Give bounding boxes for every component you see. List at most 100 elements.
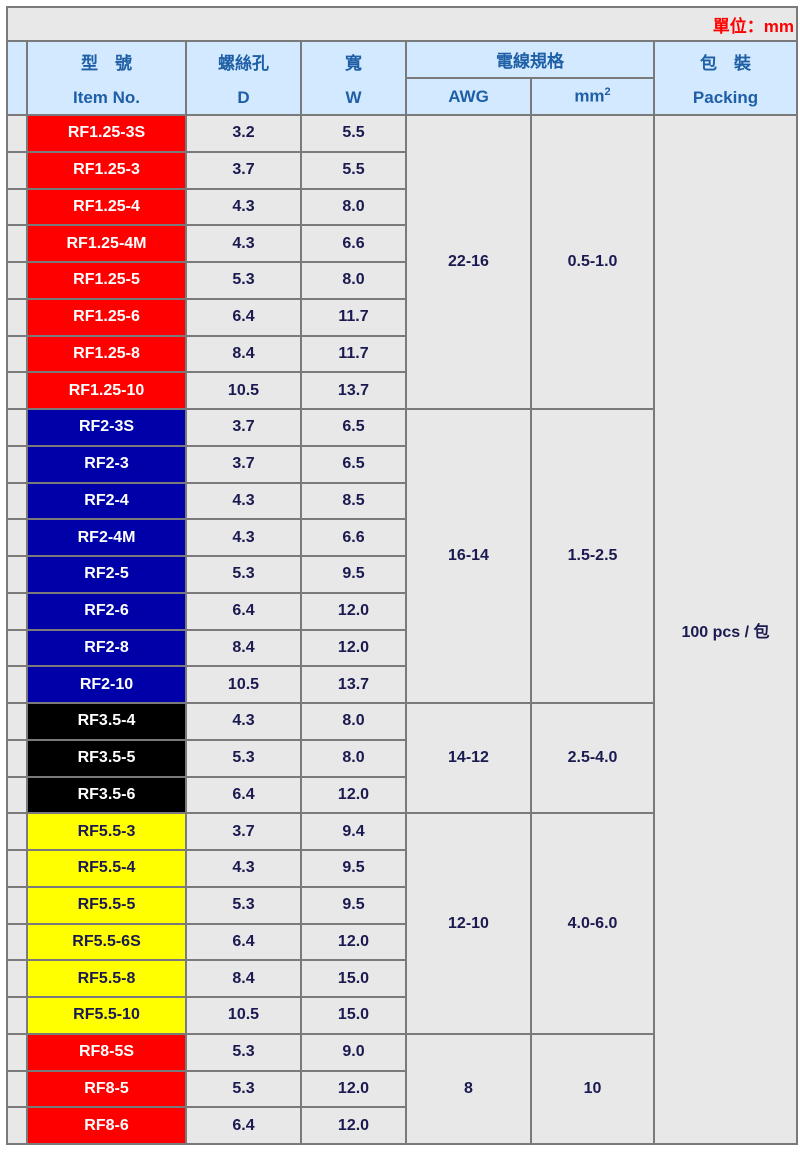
table-row: RF2-3S 3.7 6.5 16-14 1.5-2.5	[6, 408, 797, 704]
table-row: RF1.25-6 6.4 11.7	[6, 297, 797, 337]
lead-cell	[6, 738, 28, 778]
table-row: RF3.5-4 4.3 8.0 14-12 2.5-4.0	[6, 701, 797, 815]
table-row: RF5.5-4 4.3 9.5	[6, 849, 797, 888]
table-row: RF8-5S 5.3 9.0 8 10	[6, 1032, 797, 1146]
w-cell: 8.0	[300, 702, 407, 741]
table-row: RF2-4M 4.3 6.6	[6, 518, 797, 557]
lead-cell	[6, 371, 28, 410]
item-no-cell: RF5.5-8	[26, 959, 187, 998]
w-cell: 5.5	[300, 114, 407, 153]
d-cell: 5.3	[185, 1032, 302, 1072]
table-row: RF2-8 8.4 12.0	[6, 628, 797, 668]
table-row: RF8-5 5.3 12.0	[6, 1069, 797, 1109]
item-no-cell: RF2-3	[26, 444, 187, 484]
lead-cell	[6, 665, 28, 704]
d-cell: 8.4	[185, 959, 302, 998]
header-d-zh: 螺絲孔	[218, 53, 269, 73]
w-cell: 9.4	[300, 812, 407, 851]
w-cell: 9.5	[300, 555, 407, 594]
header-d: 螺絲孔 D	[185, 40, 302, 116]
item-no-cell: RF8-6	[26, 1106, 187, 1145]
item-no-cell: RF1.25-8	[26, 334, 187, 374]
table-row: RF2-6 6.4 12.0	[6, 591, 797, 631]
item-no-cell: RF8-5	[26, 1069, 187, 1109]
table-row: RF1.25-4M 4.3 6.6	[6, 224, 797, 263]
w-cell: 12.0	[300, 775, 407, 815]
lead-cell	[6, 1032, 28, 1072]
awg-cell: 12-10	[405, 812, 532, 1035]
w-cell: 12.0	[300, 1106, 407, 1145]
d-cell: 6.4	[185, 1106, 302, 1145]
lead-cell	[6, 849, 28, 888]
table-row: RF8-6 6.4 12.0	[6, 1106, 797, 1145]
mm2-cell: 0.5-1.0	[530, 114, 655, 410]
d-cell: 5.3	[185, 555, 302, 594]
d-cell: 4.3	[185, 224, 302, 263]
table-row: RF2-10 10.5 13.7	[6, 665, 797, 704]
header-pack-zh: 包 裝	[700, 53, 752, 73]
table-row: RF2-5 5.3 9.5	[6, 555, 797, 594]
table-row: RF1.25-10 10.5 13.7	[6, 371, 797, 410]
table-row: RF1.25-3 3.7 5.5	[6, 150, 797, 190]
w-cell: 15.0	[300, 996, 407, 1035]
item-no-cell: RF1.25-3S	[26, 114, 187, 153]
item-no-cell: RF3.5-5	[26, 738, 187, 778]
w-cell: 12.0	[300, 922, 407, 962]
lead-cell	[6, 114, 28, 153]
lead-cell	[6, 996, 28, 1035]
table-row: RF2-4 4.3 8.5	[6, 481, 797, 521]
item-no-cell: RF3.5-6	[26, 775, 187, 815]
w-cell: 12.0	[300, 628, 407, 668]
header-mm-sup: 2	[604, 86, 611, 99]
awg-cell: 14-12	[405, 701, 532, 815]
packing-cell: 100 pcs / 包	[652, 114, 799, 1145]
table-row: RF1.25-5 5.3 8.0	[6, 261, 797, 300]
w-cell: 9.0	[300, 1032, 407, 1072]
header-pack-en: Packing	[692, 87, 759, 107]
w-cell: 13.7	[300, 371, 407, 410]
lead-cell	[6, 1106, 28, 1145]
lead-cell	[6, 518, 28, 557]
item-no-cell: RF2-3S	[26, 408, 187, 447]
item-no-cell: RF8-5S	[26, 1032, 187, 1072]
lead-cell	[6, 187, 28, 227]
w-cell: 6.5	[300, 444, 407, 484]
header-item: 型 號 Item No.	[26, 40, 187, 116]
d-cell: 8.4	[185, 334, 302, 374]
header-item-en: Item No.	[72, 87, 141, 107]
header-item-zh: 型 號	[81, 53, 132, 73]
lead-cell	[6, 555, 28, 594]
d-cell: 6.4	[185, 297, 302, 337]
item-no-cell: RF2-5	[26, 555, 187, 594]
item-no-cell: RF2-6	[26, 591, 187, 631]
mm2-cell: 4.0-6.0	[530, 812, 655, 1035]
d-cell: 5.3	[185, 885, 302, 925]
lead-cell	[6, 334, 28, 374]
w-cell: 8.5	[300, 481, 407, 521]
awg-cell: 22-16	[405, 114, 532, 410]
d-cell: 3.7	[185, 408, 302, 447]
table-row: RF5.5-5 5.3 9.5	[6, 885, 797, 925]
table-row: RF2-3 3.7 6.5	[6, 444, 797, 484]
table-row: RF1.25-3S 3.2 5.5 22-16 0.5-1.0 100 pcs / 包	[6, 114, 799, 1145]
lead-cell	[6, 885, 28, 925]
header-wire: 電線規格	[405, 40, 655, 79]
lead-cell	[6, 628, 28, 668]
item-no-cell: RF5.5-5	[26, 885, 187, 925]
d-cell: 3.7	[185, 150, 302, 190]
lead-cell	[6, 775, 28, 815]
d-cell: 6.4	[185, 591, 302, 631]
lead-cell	[6, 959, 28, 998]
d-cell: 3.7	[185, 444, 302, 484]
table-row: RF5.5-6S 6.4 12.0	[6, 922, 797, 962]
item-no-cell: RF2-4M	[26, 518, 187, 557]
item-no-cell: RF1.25-3	[26, 150, 187, 190]
header-d-en: D	[237, 87, 250, 107]
lead-cell	[6, 150, 28, 190]
table-row: RF5.5-10 10.5 15.0	[6, 996, 797, 1035]
unit-label: 單位：mm	[5, 6, 799, 42]
w-cell: 6.6	[300, 224, 407, 263]
item-no-cell: RF1.25-4M	[26, 224, 187, 263]
